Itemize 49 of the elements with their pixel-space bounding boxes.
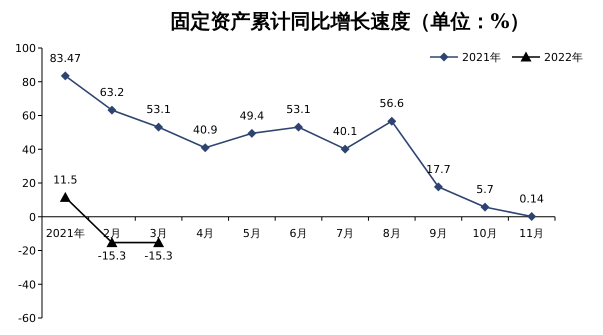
x-tick-label: 10月 [472, 226, 498, 240]
y-tick-label: -40 [18, 278, 36, 292]
y-tick-label: 100 [15, 42, 36, 55]
data-label: 53.1 [286, 103, 311, 116]
point [106, 237, 118, 248]
x-tick-label: 2021年 [46, 226, 85, 240]
point [480, 202, 490, 212]
data-label: 63.2 [100, 86, 124, 100]
data-label: 56.6 [380, 97, 404, 110]
legend-label: 2022年 [544, 51, 583, 64]
point [154, 122, 164, 132]
point [60, 192, 71, 202]
point [200, 143, 210, 152]
data-label: 5.7 [476, 183, 494, 196]
chart-title: 固定资产累计同比增长速度（单位：%） [170, 9, 530, 33]
y-tick-label: -20 [18, 244, 36, 258]
data-label: 11.5 [53, 173, 78, 186]
x-tick-label: 5月 [242, 226, 261, 240]
point [247, 128, 256, 138]
data-label: 83.47 [50, 52, 82, 65]
point [434, 182, 443, 192]
point [340, 144, 350, 154]
data-label: 40.9 [192, 124, 218, 137]
data-label: 40.1 [332, 125, 358, 138]
x-tick-label: 8月 [382, 226, 401, 240]
x-tick-label: 3月 [150, 226, 168, 240]
y-tick-label: 40 [22, 143, 36, 156]
data-label: 49.4 [240, 109, 264, 122]
y-tick-label: 60 [22, 110, 36, 122]
x-tick-label: 6月 [290, 226, 308, 240]
x-tick-label: 9月 [429, 226, 448, 240]
point [294, 122, 303, 132]
data-label: 17.7 [426, 162, 451, 176]
legend-label: 2021年 [462, 51, 501, 64]
point [107, 106, 116, 115]
point [60, 71, 70, 80]
x-tick-label: 11月 [519, 226, 544, 240]
y-tick-label: 80 [22, 76, 36, 89]
point [387, 116, 396, 126]
data-label: -15.3 [98, 250, 126, 263]
data-label: 0.14 [519, 192, 544, 206]
y-tick-label: 20 [22, 177, 36, 190]
data-label: -15.3 [144, 250, 173, 263]
y-tick-label: 0 [29, 210, 36, 224]
y-tick-label: -60 [18, 312, 36, 325]
data-label: 53.1 [146, 103, 171, 116]
x-tick-label: 4月 [196, 226, 214, 240]
x-tick-label: 7月 [336, 226, 354, 240]
point [527, 212, 536, 222]
